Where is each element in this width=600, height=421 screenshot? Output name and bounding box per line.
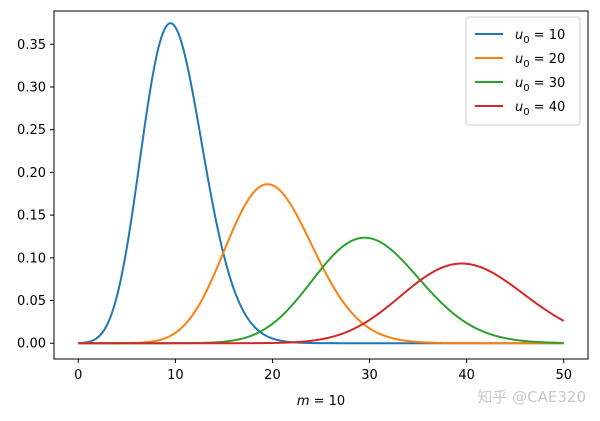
- x-tick-label: 10: [167, 368, 184, 383]
- y-tick-label: 0.10: [17, 251, 46, 266]
- x-tick-label: 50: [555, 368, 572, 383]
- watermark: 知乎 @CAE320: [477, 388, 586, 406]
- x-tick-label: 20: [264, 368, 281, 383]
- legend: u0 = 10 u0 = 20 u0 = 30 u0 = 40: [465, 16, 581, 126]
- x-tick-label: 0: [74, 368, 82, 383]
- legend-label-1: u0 = 20: [515, 52, 565, 70]
- legend-label-3: u0 = 40: [515, 100, 565, 118]
- y-tick-label: 0.00: [17, 337, 46, 352]
- series-line-1: [77, 183, 565, 345]
- x-tick-label: 30: [361, 368, 378, 383]
- y-tick-label: 0.35: [17, 38, 46, 53]
- y-tick-label: 0.20: [17, 166, 46, 181]
- y-tick-label: 0.25: [17, 123, 46, 138]
- x-axis-label-value: = 10: [309, 394, 345, 409]
- y-tick-label: 0.05: [17, 294, 46, 309]
- y-tick-label: 0.15: [17, 209, 46, 224]
- plot-lines: [77, 22, 565, 345]
- x-axis-label: m = 10: [297, 394, 345, 409]
- x-tick-label: 40: [458, 368, 475, 383]
- x-axis: 0 10 20 30 40 50: [74, 359, 572, 383]
- y-tick-label: 0.30: [17, 81, 46, 96]
- y-axis: 0.00 0.05 0.10 0.15 0.20 0.25 0.30 0.35: [17, 38, 54, 352]
- legend-label-0: u0 = 10: [515, 28, 565, 46]
- axes-frame: [53, 10, 589, 360]
- series-line-3: [77, 262, 565, 345]
- legend-box: [465, 16, 581, 126]
- legend-label-2: u0 = 30: [515, 76, 565, 94]
- x-axis-label-variable: m: [297, 394, 310, 409]
